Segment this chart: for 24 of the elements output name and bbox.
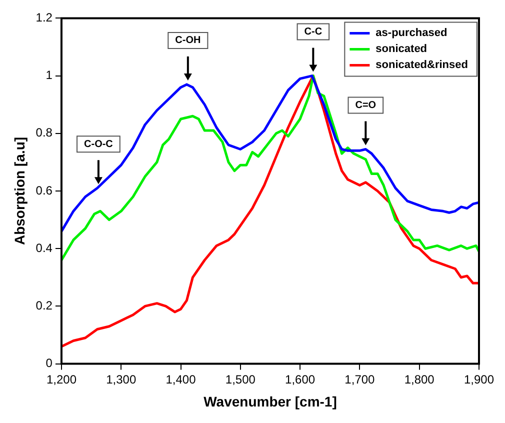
- x-tick-label: 1,400: [166, 372, 196, 386]
- legend-label: as-purchased: [376, 27, 448, 40]
- x-tick-label: 1,200: [46, 372, 77, 386]
- y-tick-label: 0: [46, 356, 53, 370]
- x-tick-label: 1,800: [404, 372, 435, 386]
- y-tick-label: 0.2: [36, 298, 53, 313]
- y-tick-label: 0.6: [36, 183, 53, 198]
- x-tick-label: 1,900: [464, 372, 494, 386]
- x-axis-title: Wavenumber [cm-1]: [204, 393, 337, 410]
- y-tick-label: 1.2: [36, 10, 53, 25]
- annotation: C-C: [304, 26, 322, 38]
- legend-label: sonicated&rinsed: [376, 59, 468, 72]
- y-tick-label: 1: [46, 68, 53, 82]
- legend-label: sonicated: [376, 43, 428, 56]
- y-tick-label: 0.4: [36, 240, 53, 255]
- x-tick-label: 1,500: [225, 372, 256, 386]
- annotation: C-OH: [175, 35, 201, 46]
- y-axis-title: Absorption [a.u]: [11, 136, 28, 246]
- annotation: C=O: [355, 100, 376, 111]
- x-tick-label: 1,300: [106, 372, 136, 386]
- x-tick-label: 1,700: [344, 372, 376, 386]
- x-tick-label: 1,600: [285, 372, 316, 386]
- annotation: C-O-C: [84, 138, 113, 150]
- y-tick-label: 0.8: [36, 126, 53, 140]
